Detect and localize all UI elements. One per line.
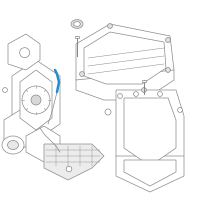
Circle shape <box>66 166 72 172</box>
Circle shape <box>105 109 111 115</box>
Circle shape <box>166 38 170 42</box>
Ellipse shape <box>71 20 83 28</box>
Circle shape <box>134 92 138 96</box>
Circle shape <box>118 94 122 98</box>
Circle shape <box>20 48 30 58</box>
Ellipse shape <box>74 22 80 26</box>
Polygon shape <box>4 110 36 150</box>
Circle shape <box>80 72 84 76</box>
Polygon shape <box>124 98 176 166</box>
Circle shape <box>108 24 112 28</box>
Ellipse shape <box>8 140 18 149</box>
Circle shape <box>158 92 162 96</box>
Polygon shape <box>44 144 104 180</box>
Circle shape <box>31 95 41 105</box>
Polygon shape <box>12 60 60 140</box>
Ellipse shape <box>2 136 24 154</box>
Circle shape <box>178 108 182 112</box>
Polygon shape <box>84 32 166 84</box>
Polygon shape <box>124 160 176 186</box>
Polygon shape <box>20 70 52 130</box>
Bar <box>142 80 146 82</box>
Circle shape <box>22 86 50 114</box>
Polygon shape <box>116 90 184 176</box>
Polygon shape <box>8 34 40 70</box>
Polygon shape <box>76 70 174 100</box>
Polygon shape <box>76 24 174 90</box>
Circle shape <box>166 68 170 72</box>
Polygon shape <box>116 156 184 192</box>
Bar <box>75 36 79 38</box>
Circle shape <box>142 88 146 92</box>
Circle shape <box>3 88 7 92</box>
Polygon shape <box>26 126 60 162</box>
